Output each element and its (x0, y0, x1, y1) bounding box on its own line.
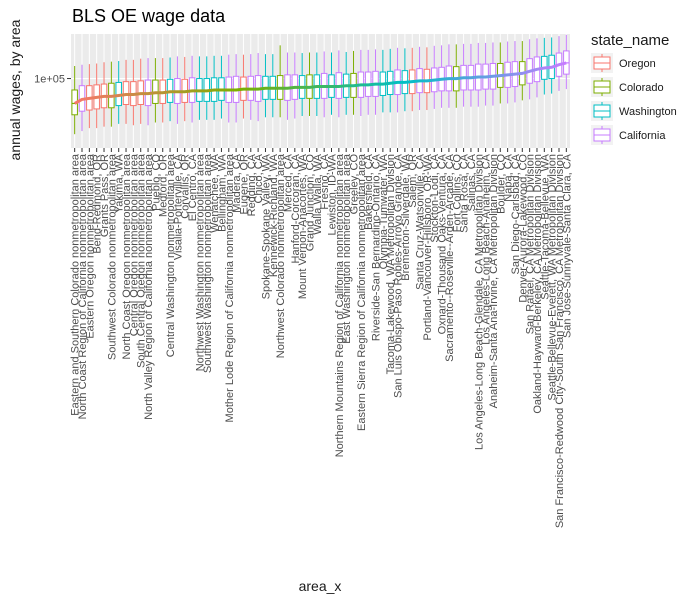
x-tick-label: Portland-Vancouver-Hillsboro, OR-WA (422, 153, 434, 340)
legend-label: Oregon (619, 58, 656, 70)
x-tick-label: Bellingham, WA (216, 153, 228, 232)
x-tick-label: Southwest Washington nonmetropolitan are… (202, 153, 214, 373)
x-tick-label: Grand Junction, CO (305, 154, 317, 252)
x-tick-label: North Valley Region of California nonmet… (143, 153, 155, 420)
legend-label: California (619, 130, 666, 142)
x-tick-label: Santa Rosa, CA (459, 153, 471, 233)
x-tick-label: Pueblo, CO (150, 154, 162, 211)
x-tick-label: North Coast Oregon nonmetropolitan area (121, 153, 133, 359)
x-tick-label: Kennewick-Richland, WA (268, 153, 280, 277)
x-tick-label: Corvallis, OR (180, 154, 192, 219)
x-tick-label: Mount Vernon-Anacortes, WA (297, 153, 309, 299)
x-tick-label: Santa Cruz-Watsonville, CA (415, 153, 427, 290)
x-tick-label: Eugene, OR (238, 154, 250, 215)
x-tick-label: Bend-Redmond, OR (92, 154, 104, 254)
x-tick-label: Oxnard-Thousand Oaks-Ventura, CA (437, 153, 449, 334)
x-tick-label: Medford, OR (158, 154, 170, 217)
x-tick-label: Sacramento--Roseville--Arden-Arcade, CA (444, 153, 456, 362)
legend-item: Washington (591, 101, 677, 121)
x-tick-label: Anaheim-Santa Ana-Irvine, CA Metropolita… (488, 154, 500, 408)
x-tick-label: Denver-Aurora-Lakewood, CO (517, 154, 529, 303)
x-tick-label: Chico, CA (253, 153, 265, 203)
x-tick-label: Boulder, CO (495, 154, 507, 214)
x-tick-label: Lewiston, ID-WA (327, 153, 339, 235)
x-tick-label: Madera, CA (231, 153, 243, 212)
x-tick-label: Salem, OR (407, 154, 419, 208)
median-trend-line (73, 61, 567, 105)
y-axis: 1e+05 (34, 74, 71, 86)
x-tick-label: San Jose-Sunnyvale-Santa Clara, CA (561, 153, 573, 338)
x-tick-label: Visalia-Porterville, CA (172, 153, 184, 260)
x-tick-label: Olympia-Tumwater, WA (378, 153, 390, 269)
x-axis-title: area_x (299, 578, 342, 594)
x-tick-label: Wenatchee, WA (209, 153, 221, 233)
x-tick-label: Seattle-Tacoma-Bellevue, WA (539, 153, 551, 299)
x-tick-label: Merced, CA (283, 153, 295, 212)
x-tick-label: Oakland-Hayward-Berkeley, CA Metropolita… (532, 154, 544, 414)
x-tick-label: Grants Pass, OR (99, 154, 111, 237)
x-tick-label: Mother Lode Region of California nonmetr… (224, 153, 236, 422)
x-tick-label: San Rafael, CA Metropolitan Division (525, 154, 537, 334)
x-tick-label: Redding, CA (246, 153, 258, 216)
x-tick-label: San Luis Obispo-Paso Robles-Arroyo Grand… (393, 153, 405, 398)
x-tick-label: Eastern Oregon nonmetropolitan area (84, 153, 96, 339)
x-tick-label: Tacoma-Lakewood, WA Metropolitan Divisio… (385, 154, 397, 374)
y-tick-label: 1e+05 (34, 74, 65, 86)
x-tick-label: Fort Collins, CO (451, 154, 463, 233)
chart-title: BLS OE wage data (72, 6, 226, 26)
legend-label: Colorado (619, 82, 664, 94)
x-tick-label: Hanford-Corcoran, CA (290, 153, 302, 263)
x-tick-label: Napa, CA (503, 153, 515, 201)
x-tick-label: Northern Mountains Region of California … (334, 153, 346, 457)
x-tick-label: Fresno, CA (319, 153, 331, 209)
x-tick-label: San Francisco-Redwood City-South San Fra… (554, 154, 566, 528)
x-tick-label: El Centro, CA (187, 153, 199, 221)
x-tick-label: South Central Oregon nonmetropolitan are… (136, 153, 148, 368)
x-tick-label: Salinas, CA (466, 153, 478, 211)
x-tick-label: Los Angeles-Long Beach-Anaheim, CA (481, 153, 493, 344)
legend-label: Washington (619, 106, 677, 118)
legend-item: Colorado (591, 77, 664, 97)
x-tick-label: Central Oregon nonmetropolitan area (128, 153, 140, 336)
x-tick-label: Riverside-San Bernardino-Ontario, CA (371, 153, 383, 341)
x-tick-label: Central Washington nonmetropolitan area (165, 153, 177, 357)
legend-item: California (591, 125, 666, 145)
x-tick-label: North Coast Region of California nonmetr… (77, 153, 89, 419)
x-tick-label: San Diego-Carlsbad, CA (510, 153, 522, 274)
x-tick-label: Northwest Colorado nonmetropolitan area (275, 153, 287, 358)
x-tick-label: Stockton-Lodi, CA (429, 153, 441, 242)
x-tick-label: Los Angeles-Long Beach-Glendale, CA Metr… (473, 154, 485, 450)
x-tick-label: Eastern and Southern Colorado nonmetropo… (70, 153, 82, 416)
x-tick-label: Yakima, WA (114, 153, 126, 213)
x-tick-label: Northwest Washington nonmetropolitan are… (194, 153, 206, 371)
x-tick-label: Spokane-Spokane Valley, WA (261, 153, 273, 299)
x-tick-label: Walla Walla, WA (312, 153, 324, 234)
x-tick-label: Eastern Sierra Region of California nonm… (356, 153, 368, 431)
legend-item: Oregon (591, 53, 656, 73)
x-tick-label: Seattle-Bellevue-Everett, WA Metropolita… (547, 154, 559, 401)
x-tick-label: Greeley, CO (349, 154, 361, 215)
legend: state_name Oregon Colorado Washington Calif… (591, 32, 677, 145)
y-axis-title: annual wages, by area (7, 19, 23, 160)
x-tick-label: Bakersfield, CA (363, 153, 375, 229)
legend-title: state_name (591, 32, 669, 49)
x-axis: Eastern and Southern Colorado nonmetropo… (70, 148, 573, 528)
x-tick-label: East Washington nonmetropolitan area (341, 153, 353, 344)
x-tick-label: Bremerton-Silverdale, WA (400, 153, 412, 280)
x-tick-label: Southwest Colorado nonmetropolitan area (106, 153, 118, 360)
